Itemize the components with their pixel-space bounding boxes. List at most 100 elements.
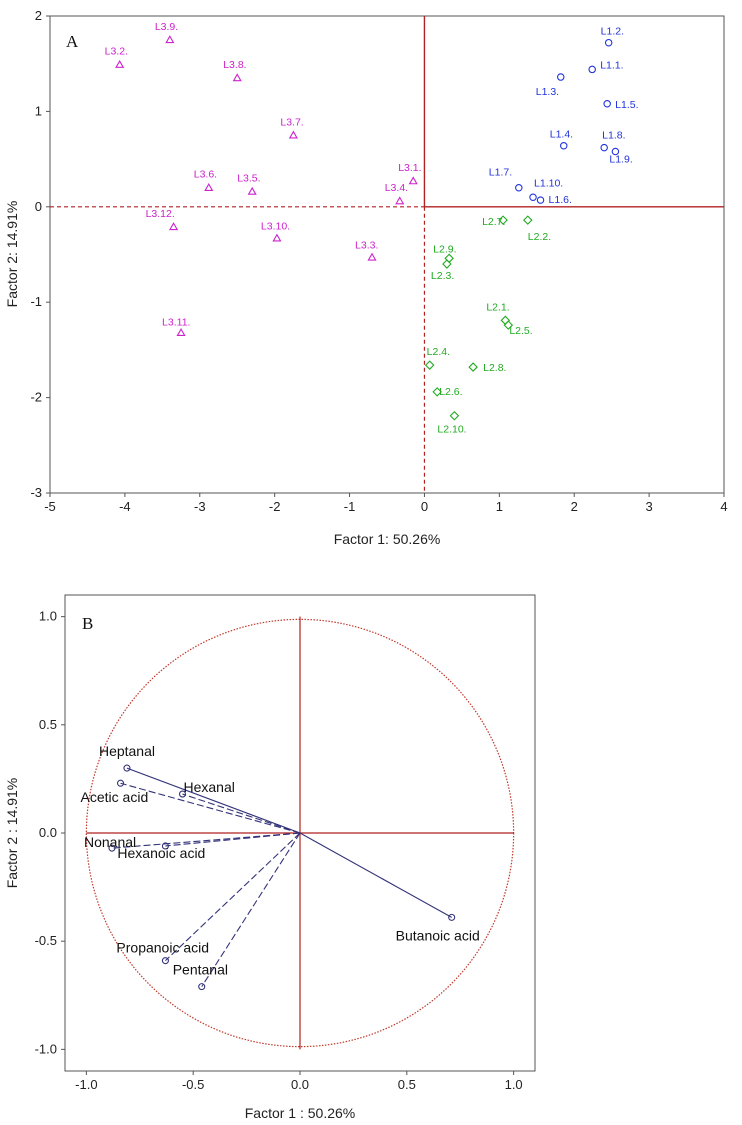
panel-b-y-tick-label: -1.0: [35, 1041, 57, 1056]
panel-a-point-label: L1.6.: [549, 194, 572, 206]
panel-a-point-label: L2.5.: [509, 325, 532, 337]
panel-a-point-triangle: [272, 233, 282, 242]
panel-a-point-diamond: [468, 362, 478, 372]
panel-a-point-label: L3.3.: [355, 239, 378, 251]
panel-a-point-label: L2.1.: [486, 301, 509, 313]
panel-a-point-label: L1.7.: [489, 167, 512, 179]
panel-b-vector-line: [182, 793, 301, 834]
panel-b-y-tick-label: 0.5: [39, 717, 57, 732]
panel-a-point-circle: [588, 65, 596, 74]
panel-a-point-triangle: [408, 176, 418, 185]
panel-a-point-label: L3.12.: [146, 208, 175, 220]
panel-a-point-triangle: [247, 186, 257, 195]
panel-a-point-label: L1.10.: [534, 177, 563, 189]
panel-a-x-axis-title: Factor 1: 50.26%: [334, 531, 441, 547]
panel-a-point-diamond: [498, 215, 508, 225]
panel-a-point-diamond: [449, 410, 460, 421]
panel-a-point-circle: [515, 183, 523, 192]
panel-a-y-tick-label: -1: [30, 294, 42, 309]
panel-b-vector-point: [161, 842, 169, 850]
panel-a-letter: A: [66, 32, 79, 51]
panel-b-vector-line: [299, 832, 452, 918]
panel-b-vector-point: [108, 844, 116, 852]
panel-a-reference-lines: [50, 16, 724, 493]
panel-a-point-label: L1.4.: [550, 129, 573, 141]
panel-a-y-axis-title: Factor 2: 14.91%: [4, 201, 20, 308]
panel-a-y-tick-label: 0: [35, 199, 42, 214]
panel-b-letter: B: [82, 614, 93, 633]
panel-b-loading-vectors: Heptanal Hexanal Acetic acid NonanalHexanoi…: [81, 743, 480, 991]
panel-b-variable-label: Nonanal: [84, 834, 136, 850]
panel-a-point-label: L2.10.: [437, 424, 466, 436]
panel-a-x-tick-label: 1: [496, 499, 503, 514]
panel-a-point-circle: [556, 73, 565, 81]
panel-a-point-diamond: [444, 253, 454, 264]
panel-a-point-circle: [603, 100, 611, 108]
panel-a-point-label: L1.1.: [600, 59, 623, 71]
panel-a-x-ticks: -5 -4 -3 -2 -1 0 1 2 3 4: [44, 493, 728, 514]
panel-b-y-axis-title: Factor 2 : 14.91%: [4, 778, 20, 889]
panel-b-vector-point: [116, 779, 125, 787]
panel-a-point-label: L1.2.: [601, 26, 624, 38]
panel-a-point-diamond: [424, 360, 435, 370]
panel-b-x-tick-label: -1.0: [75, 1077, 97, 1092]
panel-b-vector-point: [161, 957, 169, 965]
panel-a-point-label: L3.6.: [194, 169, 217, 181]
panel-a-x-tick-label: 4: [720, 499, 727, 514]
panel-a-point-triangle: [232, 73, 242, 82]
panel-b-variable-label: Hexanal: [184, 779, 235, 795]
panel-a-point-diamond: [503, 320, 514, 330]
panel-a-point-triangle: [176, 328, 186, 336]
panel-b-variable-label: Hexanoic acid: [117, 845, 205, 861]
panel-a-x-tick-label: 3: [645, 499, 652, 514]
panel-b-x-tick-label: 1.0: [505, 1077, 523, 1092]
panel-b-vector-line: [126, 767, 301, 834]
panel-a-point-label: L2.7.: [482, 216, 505, 228]
panel-a-point-circle: [600, 143, 608, 152]
panel-a-x-tick-label: 0: [421, 499, 428, 514]
panel-a-point-triangle: [169, 222, 179, 231]
panel-a-point-label: L1.3.: [536, 86, 559, 98]
panel-a-x-tick-label: -4: [119, 499, 131, 514]
panel-b-vector-point: [123, 764, 131, 772]
panel-a-y-tick-label: -2: [30, 390, 42, 405]
panel-a-y-tick-label: -3: [30, 485, 42, 500]
panel-a-x-tick-label: -1: [344, 499, 356, 514]
panel-b-variable-label: Butanoic acid: [396, 927, 480, 943]
panel-b-vector-line: [165, 832, 301, 962]
panel-b-y-ticks: 1.0 0.5 0.0 -0.5 -1.0: [35, 609, 65, 1056]
panel-a-point-circle: [536, 196, 545, 204]
panel-b-x-axis-title: Factor 1 : 50.26%: [245, 1105, 356, 1121]
panel-a-point-label: L3.11.: [162, 317, 190, 329]
panel-a-points: L1.1. L1.2. L1.3. L1.4. L1.5. L1.6. L1.7. L1.8.…: [105, 21, 639, 436]
panel-a-point-triangle: [115, 59, 125, 68]
panel-a-point-label: L3.9.: [155, 21, 178, 33]
panel-a-point-circle: [529, 193, 537, 202]
panel-a-point-label: L2.9.: [433, 243, 456, 255]
panel-a-point-circle: [559, 141, 568, 150]
panel-a-point-circle: [611, 147, 620, 156]
panel-b-y-tick-label: 1.0: [39, 609, 57, 624]
panel-a-plot-frame: [49, 15, 725, 494]
panel-a-point-triangle: [367, 252, 377, 261]
panel-b-y-tick-label: -0.5: [35, 933, 57, 948]
panel-a-point-label: L2.2.: [528, 231, 551, 243]
panel-b-x-tick-label: 0.0: [291, 1077, 309, 1092]
panel-a-x-tick-label: -5: [44, 499, 56, 514]
panel-b-vector-line: [201, 832, 301, 987]
panel-a-point-label: L1.8.: [602, 130, 625, 142]
panel-a-point-label: L3.2.: [105, 46, 128, 58]
panel-a-x-tick-label: -2: [269, 499, 281, 514]
panel-b-variable-label: Heptanal: [99, 743, 155, 759]
panel-b-vector-line: [165, 832, 301, 847]
panel-a-point-diamond: [523, 215, 533, 225]
panel-a-point-triangle: [165, 35, 175, 44]
panel-b-variable-label: Pentanal: [173, 962, 228, 978]
panel-a-point-label: L1.9.: [609, 153, 632, 165]
panel-b-x-ticks: -1.0 -0.5 0.0 0.5 1.0: [75, 1071, 523, 1092]
panel-a-point-label: L2.3.: [431, 270, 454, 282]
panel-a-point-diamond: [442, 259, 452, 269]
panel-a-point-label: L3.4.: [385, 182, 408, 194]
panel-b-variable-label: Propanoic acid: [116, 940, 209, 956]
